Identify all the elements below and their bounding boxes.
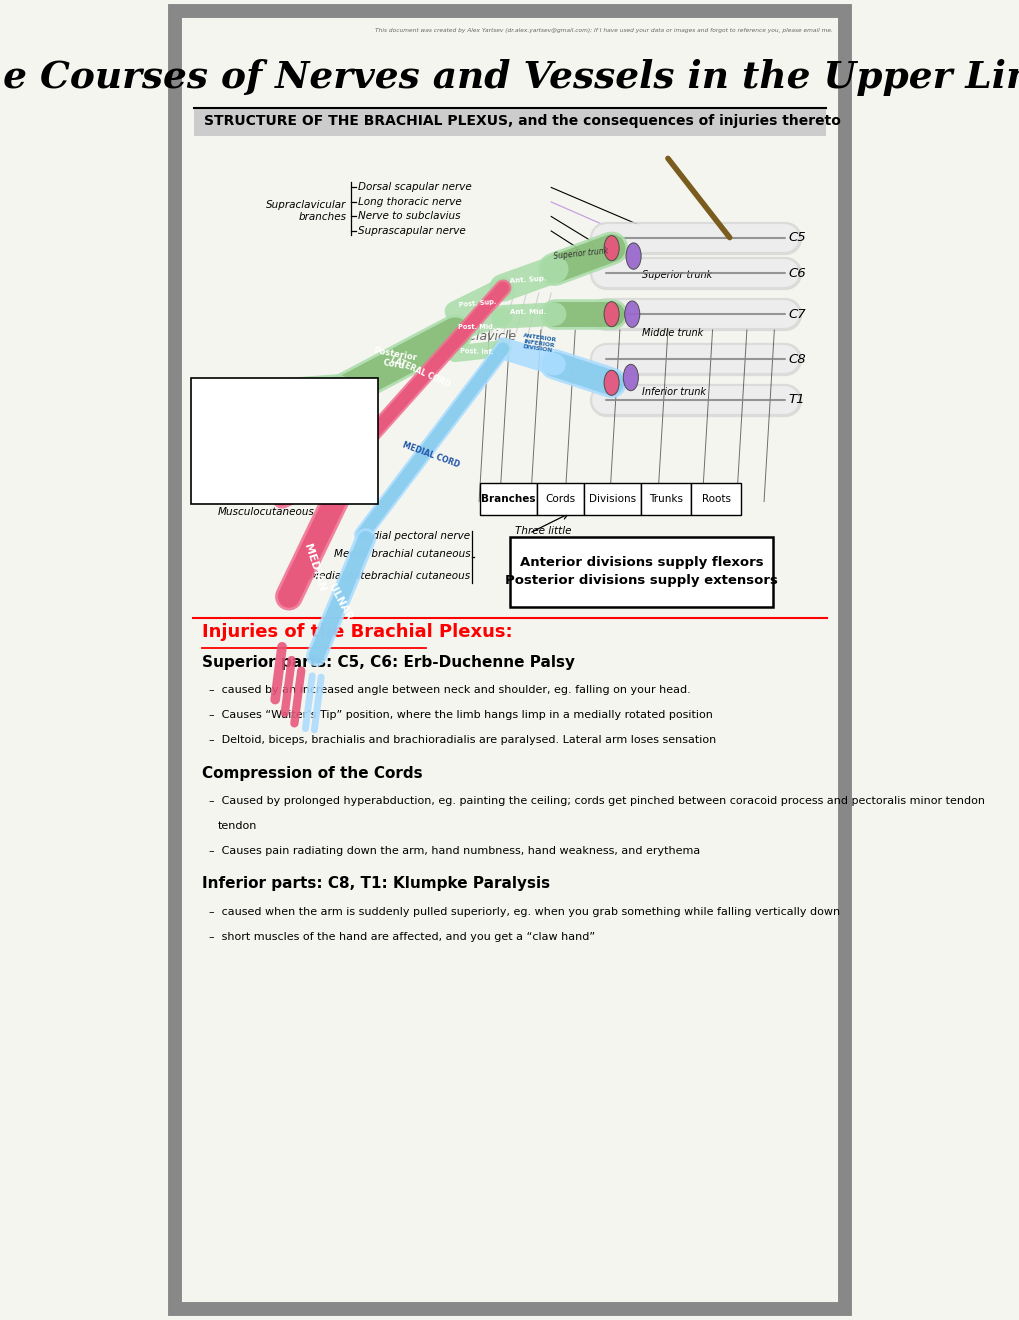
Text: Musculocutaneous: Musculocutaneous [218, 507, 315, 517]
Text: Inferior trunk: Inferior trunk [641, 387, 705, 397]
Ellipse shape [603, 235, 619, 260]
Text: Thoracodorsal nerve: Thoracodorsal nerve [254, 444, 361, 454]
Text: Superior trunk: Superior trunk [552, 246, 608, 261]
Text: C7: C7 [788, 308, 805, 321]
Text: –  caused when the arm is suddenly pulled superiorly, eg. when you grab somethin: – caused when the arm is suddenly pulled… [209, 907, 840, 917]
Text: Compression of the Cords: Compression of the Cords [202, 766, 423, 780]
Ellipse shape [603, 371, 619, 396]
Text: –  short muscles of the hand are affected, and you get a “claw hand”: – short muscles of the hand are affected… [209, 932, 595, 942]
Text: Upper and lower
subscapular nerves: Upper and lower subscapular nerves [208, 471, 309, 492]
Text: Post. Inf.: Post. Inf. [460, 347, 493, 355]
Text: Supraclavicular
branches: Supraclavicular branches [266, 201, 346, 222]
Text: MEDIAN: MEDIAN [302, 543, 326, 593]
Text: STRUCTURE OF THE BRACHIAL PLEXUS, and the consequences of injuries thereto: STRUCTURE OF THE BRACHIAL PLEXUS, and th… [204, 115, 841, 128]
Text: Superior parts: C5, C6: Erb-Duchenne Palsy: Superior parts: C5, C6: Erb-Duchenne Pal… [202, 655, 575, 669]
Text: –  caused by an increased angle between neck and shoulder, eg. falling on your h: – caused by an increased angle between n… [209, 685, 690, 696]
Text: Nerve to subclavius: Nerve to subclavius [358, 211, 460, 222]
Text: AXILLARY: AXILLARY [252, 387, 308, 397]
Text: RADIAL: RADIAL [251, 418, 294, 432]
Text: Branches: Branches [481, 494, 535, 504]
Text: Long thoracic nerve: Long thoracic nerve [358, 197, 461, 207]
Text: C8: C8 [788, 352, 805, 366]
Text: ULNAR: ULNAR [326, 582, 354, 622]
Text: –  Causes “Waiter’s Tip” position, where the limb hangs limp in a medially rotat: – Causes “Waiter’s Tip” position, where … [209, 710, 712, 721]
Text: Posterior
Cord: Posterior Cord [371, 346, 418, 372]
Text: ANTERIOR
INFERIOR
DIVISION: ANTERIOR INFERIOR DIVISION [521, 333, 556, 354]
FancyBboxPatch shape [584, 483, 641, 515]
Ellipse shape [624, 301, 639, 327]
Text: Lateral
Pectoral: Lateral Pectoral [255, 466, 296, 495]
Text: Roots: Roots [701, 494, 731, 504]
FancyBboxPatch shape [641, 483, 691, 515]
Text: The Clavicle: The Clavicle [439, 330, 516, 343]
Text: T1: T1 [788, 393, 804, 407]
Text: Post. Mid.: Post. Mid. [458, 325, 495, 330]
Bar [194, 107, 825, 136]
Text: –  Deltoid, biceps, brachialis and brachioradialis are paralysed. Lateral arm lo: – Deltoid, biceps, brachialis and brachi… [209, 735, 715, 746]
Text: Trunks: Trunks [648, 494, 683, 504]
Text: Suprascapular nerve: Suprascapular nerve [358, 226, 465, 236]
Text: Cords: Cords [545, 494, 576, 504]
FancyBboxPatch shape [479, 483, 537, 515]
Text: Three little
trivial
nerves: Three little trivial nerves [515, 527, 572, 561]
Text: Medial brachial cutaneous: Medial brachial cutaneous [333, 549, 470, 560]
Text: Dorsal scapular nerve: Dorsal scapular nerve [358, 182, 471, 193]
Text: Ant. Sup.: Ant. Sup. [510, 276, 546, 284]
Text: Anterior divisions supply flexors
Posterior divisions supply extensors: Anterior divisions supply flexors Poster… [504, 556, 777, 587]
Text: Medial antebrachial cutaneous: Medial antebrachial cutaneous [310, 570, 470, 581]
Ellipse shape [603, 302, 619, 326]
Text: Post. Sup.: Post. Sup. [458, 298, 495, 309]
FancyBboxPatch shape [510, 537, 772, 607]
Text: This document was created by Alex Yartsev (dr.alex.yartsev@gmail.com); If I have: This document was created by Alex Yartse… [374, 28, 832, 33]
Text: LATERAL CORD: LATERAL CORD [389, 355, 451, 389]
FancyBboxPatch shape [691, 483, 741, 515]
Text: C5: C5 [788, 231, 805, 244]
Text: Branches:
Posterior cord = 5 branches
Lateral cord = 3 branches
Medial cord = 5 : Branches: Posterior cord = 5 branches La… [201, 388, 357, 442]
Text: Divisions: Divisions [589, 494, 636, 504]
Ellipse shape [626, 243, 641, 269]
Text: Medial pectoral nerve: Medial pectoral nerve [357, 531, 470, 541]
Text: –  Caused by prolonged hyperabduction, eg. painting the ceiling; cords get pinch: – Caused by prolonged hyperabduction, eg… [209, 796, 984, 807]
Text: Middle trunk: Middle trunk [641, 327, 702, 338]
Text: C6: C6 [788, 267, 805, 280]
FancyBboxPatch shape [537, 483, 584, 515]
Text: –  Causes pain radiating down the arm, hand numbness, hand weakness, and erythem: – Causes pain radiating down the arm, ha… [209, 846, 700, 857]
Text: MEDIAL CORD: MEDIAL CORD [400, 441, 461, 470]
Text: Ant. Mid.: Ant. Mid. [510, 309, 546, 314]
Text: Injuries of the Brachial Plexus:: Injuries of the Brachial Plexus: [202, 623, 513, 642]
Text: The Courses of Nerves and Vessels in the Upper Limb: The Courses of Nerves and Vessels in the… [0, 59, 1019, 96]
Text: tendon: tendon [218, 821, 258, 832]
Text: Superior trunk: Superior trunk [641, 269, 711, 280]
Ellipse shape [623, 364, 638, 391]
Text: Inferior parts: C8, T1: Klumpke Paralysis: Inferior parts: C8, T1: Klumpke Paralysi… [202, 876, 550, 891]
FancyBboxPatch shape [192, 378, 378, 504]
